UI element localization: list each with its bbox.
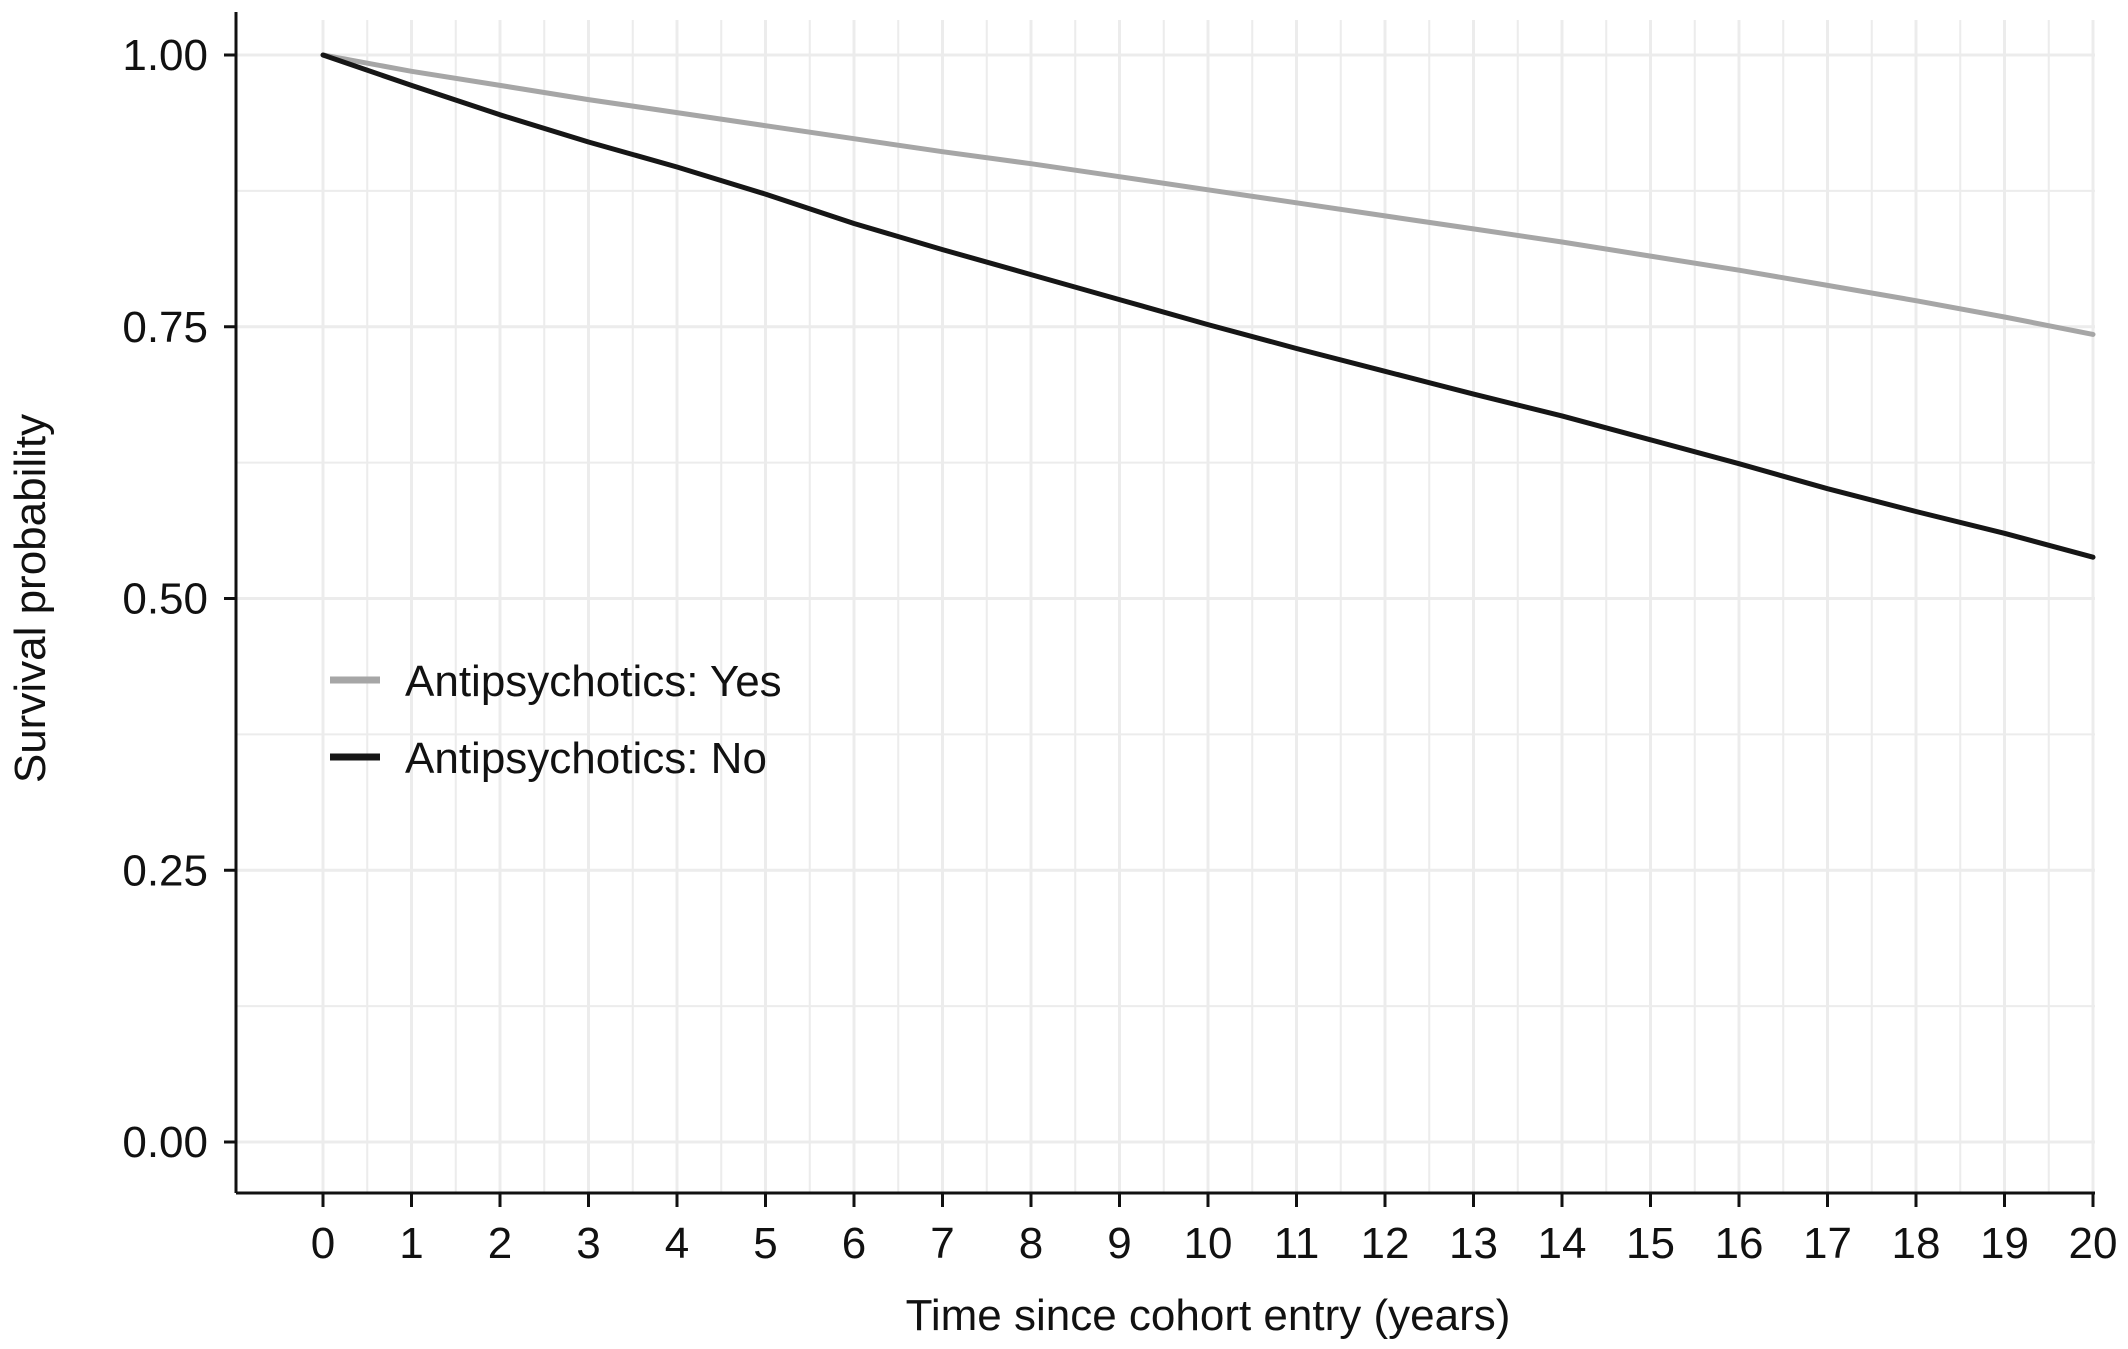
series-line-no: [320, 52, 2096, 560]
x-tick-label: 13: [1449, 1219, 1498, 1268]
grid: [236, 20, 2095, 1193]
x-tick-label: 20: [2069, 1219, 2118, 1268]
x-tick-label: 10: [1184, 1219, 1233, 1268]
x-tick-label: 8: [1019, 1219, 1043, 1268]
x-tick-label: 3: [576, 1219, 600, 1268]
y-axis-title: Survival probability: [6, 414, 55, 783]
x-tick-label: 7: [930, 1219, 954, 1268]
x-tick-label: 19: [1980, 1219, 2029, 1268]
y-tick-label: 1.00: [122, 31, 208, 80]
x-tick-label: 11: [1274, 1219, 1320, 1268]
y-tick-label: 0.50: [122, 575, 208, 624]
x-tick-label: 1: [399, 1219, 423, 1268]
y-tick-label: 0.25: [122, 846, 208, 895]
series-lines: [320, 52, 2096, 560]
series-line-yes: [320, 52, 2096, 337]
legend: Antipsychotics: Yes Antipsychotics: No: [330, 657, 782, 783]
x-tick-label: 15: [1626, 1219, 1675, 1268]
x-tick-label: 0: [311, 1219, 335, 1268]
y-tick-label: 0.75: [122, 303, 208, 352]
axes: 0.000.250.500.751.000 1 2 3 4 5 6 7 8 9 10 11 12 13 14…: [122, 12, 2117, 1268]
x-tick-label: 2: [488, 1219, 512, 1268]
x-tick-label: 17: [1803, 1219, 1852, 1268]
legend-label: Antipsychotics: Yes: [405, 657, 782, 706]
x-tick-label: 5: [753, 1219, 777, 1268]
y-tick-label: 0.00: [122, 1118, 208, 1167]
x-tick-label: 18: [1892, 1219, 1941, 1268]
x-tick-label: 9: [1107, 1219, 1131, 1268]
x-tick-label: 14: [1538, 1219, 1587, 1268]
legend-label: Antipsychotics: No: [405, 734, 767, 783]
x-tick-label: 12: [1361, 1219, 1410, 1268]
x-axis-title: Time since cohort entry (years): [906, 1291, 1511, 1340]
x-tick-label: 16: [1715, 1219, 1764, 1268]
x-tick-label: 6: [842, 1219, 866, 1268]
x-tick-label: 4: [665, 1219, 689, 1268]
